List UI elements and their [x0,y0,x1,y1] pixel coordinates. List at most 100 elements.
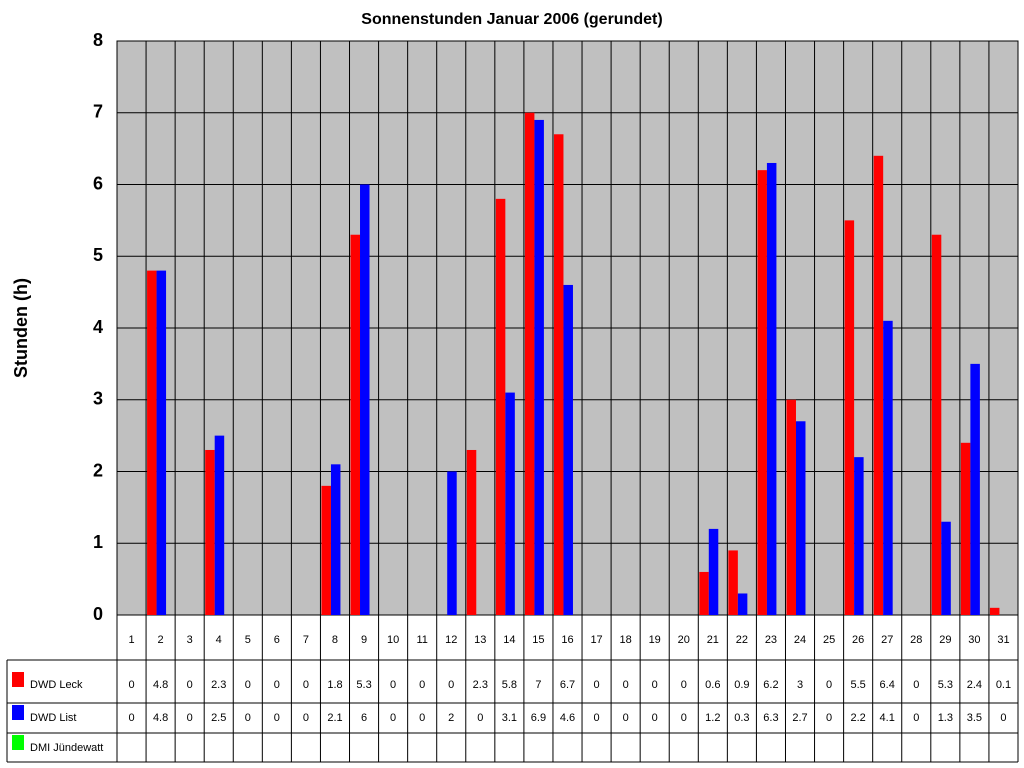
y-tick-label: 8 [93,30,103,50]
table-value: 0 [681,679,687,691]
bar [447,471,457,615]
x-tick-label: 31 [997,634,1009,646]
x-tick-label: 22 [736,634,748,646]
x-tick-label: 28 [910,634,922,646]
y-axis-label: Stunden (h) [11,278,31,378]
table-value: 0.6 [705,679,720,691]
x-tick-label: 14 [503,634,515,646]
table-value: 1.2 [705,712,720,724]
bar [466,449,477,615]
y-tick-label: 7 [93,102,103,122]
x-tick-label: 11 [416,634,427,646]
table-value: 0 [128,712,134,724]
bar [795,421,806,615]
table-value: 7 [535,679,541,691]
table-value: 0 [594,679,600,691]
bar [989,607,1000,615]
bar [960,442,971,615]
table-value: 5.8 [502,679,517,691]
bar [854,457,864,615]
x-tick-label: 16 [561,634,573,646]
bar [350,234,361,615]
table-value: 6 [361,712,367,724]
table-value: 0 [274,712,280,724]
bar [321,485,331,615]
legend-label: DWD Leck [30,679,83,691]
table-value: 2.4 [967,679,982,691]
x-tick-label: 4 [216,634,222,646]
table-value: 0 [245,712,251,724]
x-tick-label: 21 [707,634,719,646]
x-tick-label: 18 [620,634,632,646]
table-value: 0 [826,712,832,724]
x-tick-label: 27 [881,634,893,646]
bar [766,162,777,615]
table-value: 2.3 [211,679,226,691]
bar [524,112,535,615]
bar [970,363,980,615]
y-tick-label: 0 [93,604,103,624]
bar [553,134,564,615]
table-value: 0 [303,712,309,724]
table-value: 0.3 [734,712,749,724]
table-value: 0 [681,712,687,724]
x-tick-label: 17 [590,634,602,646]
legend-swatch [12,672,24,687]
bar [156,270,167,615]
table-value: 0 [1000,712,1006,724]
table-value: 6.4 [880,679,895,691]
table-value: 0 [274,679,280,691]
table-value: 2.2 [850,712,865,724]
x-tick-label: 19 [649,634,661,646]
bar [708,528,719,615]
x-tick-label: 29 [939,634,951,646]
table-value: 0 [448,679,454,691]
table-value: 0 [623,679,629,691]
x-tick-label: 1 [128,634,134,646]
x-tick-label: 7 [303,634,309,646]
x-tick-label: 20 [678,634,690,646]
bar [505,392,515,615]
bar [728,550,738,615]
table-value: 2.7 [792,712,807,724]
y-tick-label: 2 [93,460,103,480]
table-value: 0 [390,679,396,691]
table-value: 6.2 [763,679,778,691]
table-value: 0 [390,712,396,724]
table-value: 2.3 [473,679,488,691]
x-tick-label: 15 [532,634,544,646]
bar [786,399,796,615]
legend-swatch [12,735,24,750]
x-tick-label: 25 [823,634,835,646]
x-tick-label: 9 [361,634,367,646]
legend-label: DWD List [30,712,76,724]
y-tick-label: 6 [93,173,103,193]
bar [495,198,506,615]
table-value: 2.5 [211,712,226,724]
x-tick-label: 13 [474,634,486,646]
table-value: 5.3 [356,679,371,691]
table-value: 3 [797,679,803,691]
x-tick-label: 10 [387,634,399,646]
table-value: 3.1 [502,712,517,724]
table-value: 6.9 [531,712,546,724]
x-tick-label: 24 [794,634,806,646]
x-tick-label: 6 [274,634,280,646]
table-value: 0.9 [734,679,749,691]
table-value: 1.3 [938,712,953,724]
table-value: 0 [477,712,483,724]
x-tick-label: 8 [332,634,338,646]
y-tick-label: 1 [93,532,103,552]
x-tick-label: 23 [765,634,777,646]
table-value: 4.8 [153,679,168,691]
table-value: 6.3 [763,712,778,724]
bar [214,435,225,615]
x-tick-label: 3 [187,634,193,646]
table-value: 5.3 [938,679,953,691]
bar [147,270,157,615]
table-value: 0 [826,679,832,691]
table-value: 1.8 [327,679,342,691]
table-value: 0 [419,679,425,691]
table-value: 2 [448,712,454,724]
table-value: 0 [245,679,251,691]
